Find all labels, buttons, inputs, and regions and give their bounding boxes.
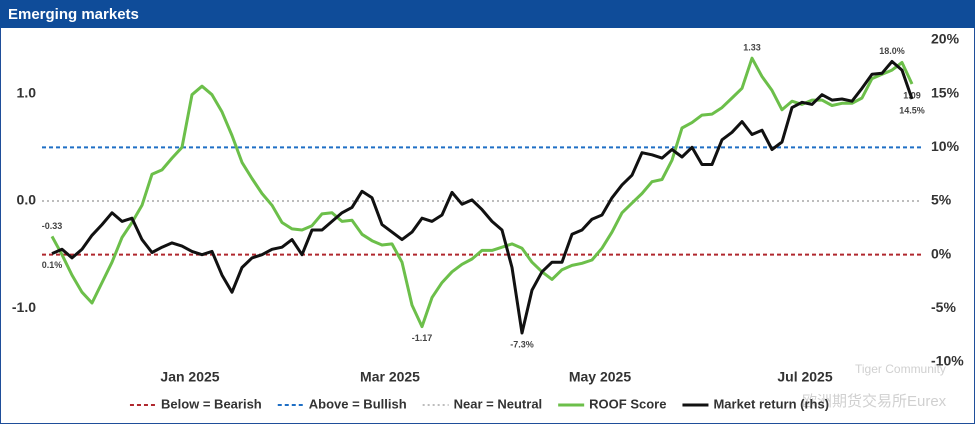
watermark: Tiger Community [855, 362, 946, 376]
header-bar [0, 0, 975, 28]
data-label: -1.17 [412, 333, 433, 343]
y-tick-label: 0.0 [17, 192, 37, 208]
legend-label: ROOF Score [589, 396, 666, 411]
y2-tick-label: 15% [931, 84, 960, 100]
y2-tick-label: 5% [931, 192, 952, 208]
legend-label: Near = Neutral [454, 396, 543, 411]
y-tick-label: 1.0 [17, 84, 37, 100]
data-label: 14.5% [899, 105, 925, 115]
y2-tick-label: -10% [931, 353, 964, 369]
x-tick-label: May 2025 [569, 369, 631, 385]
data-label: -7.3% [510, 339, 534, 349]
legend-label: Below = Bearish [161, 396, 262, 411]
series-line [50, 56, 914, 329]
y2-tick-label: -5% [931, 299, 956, 315]
series-line [51, 60, 914, 335]
x-tick-label: Mar 2025 [360, 369, 420, 385]
y2-tick-label: 20% [931, 31, 960, 47]
watermark: 欧洲期货交易所Eurex [802, 392, 947, 410]
chart-title: Emerging markets [8, 6, 139, 23]
data-label: 18.0% [879, 46, 905, 56]
legend-label: Market return (rhs) [713, 396, 829, 411]
x-tick-label: Jan 2025 [160, 369, 219, 385]
y-tick-label: -1.0 [12, 299, 36, 315]
data-label: -0.33 [42, 221, 63, 231]
legend: Below = Bearish Above = Bullish Near = Neu… [129, 396, 829, 411]
legend-label: Above = Bullish [309, 396, 407, 411]
x-tick-label: Jul 2025 [777, 369, 832, 385]
data-label: 1.33 [743, 43, 761, 53]
y2-tick-label: 10% [931, 138, 960, 154]
y2-tick-label: 0% [931, 245, 952, 261]
data-label: 0.1% [42, 260, 63, 270]
